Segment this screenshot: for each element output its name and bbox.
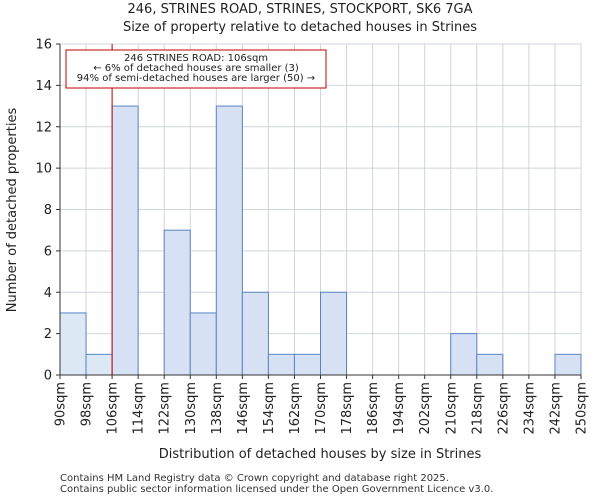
x-tick-label: 226sqm bbox=[496, 382, 511, 435]
bar-242sqm bbox=[554, 353, 582, 376]
x-tick-label: 178sqm bbox=[340, 382, 355, 435]
footer: Contains HM Land Registry data © Crown c… bbox=[60, 473, 493, 495]
x-tick-label: 154sqm bbox=[262, 382, 277, 435]
annotation-box: 246 STRINES ROAD: 106sqm ← 6% of detache… bbox=[65, 49, 327, 89]
x-tick-label: 242sqm bbox=[548, 382, 563, 435]
chart-title: 246, STRINES ROAD, STRINES, STOCKPORT, S… bbox=[127, 2, 473, 17]
y-tick-label: 4 bbox=[44, 286, 52, 301]
x-tick-label: 122sqm bbox=[158, 382, 173, 435]
y-axis-title: Number of detached properties bbox=[5, 108, 20, 313]
bar-210sqm bbox=[450, 333, 478, 376]
chart-subtitle: Size of property relative to detached ho… bbox=[122, 20, 478, 35]
x-tick-labels: 90sqm 98sqm 106sqm 114sqm 122sqm 130sqm 138sqm… bbox=[54, 382, 590, 435]
bar-122sqm bbox=[163, 229, 191, 376]
y-tick-label: 10 bbox=[35, 162, 52, 177]
x-tick-label: 202sqm bbox=[418, 382, 433, 435]
y-tick-label: 2 bbox=[44, 327, 52, 342]
footer-line-2: Contains public sector information licen… bbox=[60, 484, 494, 495]
chart-title-block: 246, STRINES ROAD, STRINES, STOCKPORT, S… bbox=[0, 1, 600, 37]
x-tick-label: 98sqm bbox=[80, 382, 95, 426]
bar-218sqm bbox=[476, 353, 504, 376]
bar-130sqm bbox=[189, 312, 217, 376]
x-tick-label: 106sqm bbox=[106, 382, 121, 435]
bars bbox=[59, 105, 582, 376]
bar-162sqm bbox=[293, 353, 322, 376]
y-tick-label: 14 bbox=[35, 79, 52, 94]
x-tick-label: 218sqm bbox=[470, 382, 485, 435]
bar-98sqm bbox=[85, 353, 113, 376]
x-tick-label: 90sqm bbox=[54, 382, 69, 426]
bar-154sqm bbox=[267, 353, 295, 376]
annotation-frame bbox=[65, 49, 327, 89]
x-axis-title: Distribution of detached houses by size … bbox=[159, 447, 482, 462]
x-tick-label: 170sqm bbox=[314, 382, 329, 435]
x-tick-label: 234sqm bbox=[522, 382, 537, 435]
x-tick-label: 162sqm bbox=[288, 382, 303, 435]
y-tick-labels: 0 2 4 6 8 10 12 14 16 bbox=[35, 38, 52, 384]
annotation-label: 246 STRINES ROAD: 106sqm bbox=[124, 53, 268, 64]
bar-90sqm bbox=[59, 312, 87, 376]
x-tick-label: 114sqm bbox=[132, 382, 147, 435]
x-tick-label: 186sqm bbox=[366, 382, 381, 435]
y-tick-label: 0 bbox=[44, 369, 52, 384]
y-tick-label: 12 bbox=[35, 120, 52, 135]
x-tick-label: 194sqm bbox=[392, 382, 407, 435]
footer-line-1: Contains HM Land Registry data © Crown c… bbox=[60, 473, 449, 484]
bar-106sqm bbox=[111, 105, 139, 376]
y-tick-label: 6 bbox=[44, 244, 52, 259]
axes bbox=[56, 43, 582, 379]
x-tick-label: 250sqm bbox=[575, 382, 590, 435]
y-tick-label: 8 bbox=[44, 203, 52, 218]
bar-146sqm bbox=[241, 291, 269, 376]
x-tick-label: 138sqm bbox=[210, 382, 225, 435]
annotation-larger: 94% of semi-detached houses are larger (… bbox=[77, 73, 315, 84]
y-tick-label: 16 bbox=[35, 38, 52, 53]
x-tick-label: 210sqm bbox=[444, 382, 459, 435]
bar-138sqm bbox=[215, 105, 243, 376]
bar-170sqm bbox=[320, 291, 348, 376]
x-tick-label: 146sqm bbox=[236, 382, 251, 435]
annotation-smaller: ← 6% of detached houses are smaller (3) bbox=[93, 63, 299, 74]
x-tick-label: 130sqm bbox=[184, 382, 199, 435]
